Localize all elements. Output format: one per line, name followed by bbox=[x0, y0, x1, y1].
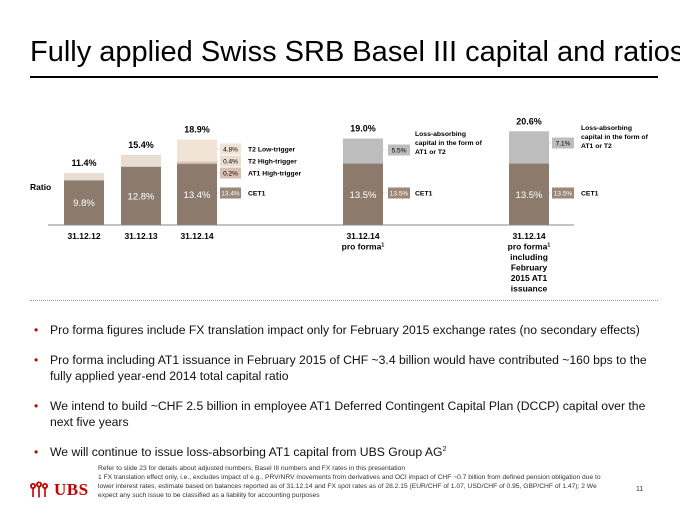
x-tick-label-line: 2015 AT1 bbox=[511, 273, 548, 283]
bar-loss-absorbing-capital bbox=[509, 131, 549, 164]
bullet-text: We intend to build ~CHF 2.5 billion in e… bbox=[50, 399, 646, 429]
total-label: 19.0% bbox=[350, 124, 376, 134]
legend-badge-cet1 bbox=[552, 187, 574, 199]
legend-label-line: AT1 or T2 bbox=[415, 149, 446, 156]
capital-ratio-chart: Ratio 9.8% 11.4% 12.8% 15.4% 13.4% 18.9% 13.5% 1… bbox=[30, 116, 649, 294]
bar-at1-high-trigger bbox=[177, 163, 217, 165]
y-axis-label: Ratio bbox=[30, 182, 51, 192]
bar-cet1 bbox=[177, 164, 217, 225]
bar-additional-capital bbox=[64, 173, 104, 181]
x-tick-label: 31.12.14 bbox=[346, 231, 379, 241]
bullet-dot-icon: • bbox=[34, 445, 39, 459]
ubs-logo: UBS bbox=[28, 480, 89, 500]
legend-label-line: Loss-absorbing bbox=[581, 125, 632, 132]
legend-badge-value: 13.4% bbox=[221, 191, 240, 198]
legend-label: CET1 bbox=[248, 191, 266, 198]
bullet-item: • We intend to build ~CHF 2.5 billion in… bbox=[34, 398, 664, 430]
x-tick-footnote-ref: 1 bbox=[381, 243, 384, 249]
legend-badge-value: 13.5% bbox=[554, 191, 573, 198]
data-label: 12.8% bbox=[128, 191, 155, 202]
bar-cet1 bbox=[509, 163, 549, 225]
bullet-footnote-ref: 2 bbox=[442, 443, 447, 453]
total-label: 11.4% bbox=[71, 158, 96, 168]
bar-t2-low-trigger bbox=[177, 139, 217, 162]
bullet-dot-icon: • bbox=[34, 399, 39, 413]
x-tick-label-line: February bbox=[511, 263, 548, 273]
x-tick-label: 31.12.12 bbox=[67, 231, 100, 241]
bar-loss-absorbing-capital bbox=[343, 138, 383, 164]
x-tick-label: 31.12.14 bbox=[180, 231, 213, 241]
legend-label: CET1 bbox=[581, 191, 599, 198]
section-divider bbox=[30, 300, 658, 301]
bar-t2-high-trigger bbox=[177, 161, 217, 164]
total-label: 18.9% bbox=[184, 124, 210, 134]
x-tick-label-line: issuance bbox=[511, 284, 548, 294]
legend-label: T2 High-trigger bbox=[248, 159, 297, 166]
legend-badge-cet1 bbox=[388, 187, 410, 199]
ubs-logo-text: UBS bbox=[54, 480, 89, 499]
legend-badge-value: 0.2% bbox=[223, 171, 238, 178]
x-tick-label: 31.12.13 bbox=[124, 231, 157, 241]
bullet-text: Pro forma figures include FX translation… bbox=[50, 323, 640, 337]
legend-badge-cet1 bbox=[220, 187, 241, 199]
legend-badge-value: 7.1% bbox=[556, 141, 571, 148]
bullet-item: • Pro forma figures include FX translati… bbox=[34, 322, 664, 338]
legend-label: AT1 High-trigger bbox=[248, 171, 301, 178]
legend-label-line: capital in the form of bbox=[415, 140, 483, 147]
x-tick-label: 31.12.14 bbox=[512, 231, 545, 241]
footnote-line: 1 FX translation effect only, i.e., excl… bbox=[98, 474, 601, 499]
bullet-text: We will continue to issue loss-absorbing… bbox=[50, 445, 443, 459]
bar-cet1 bbox=[64, 180, 104, 225]
bar-cet1 bbox=[343, 163, 383, 225]
bullet-dot-icon: • bbox=[34, 353, 39, 367]
ubs-keys-icon bbox=[30, 481, 48, 498]
total-label: 20.6% bbox=[516, 116, 542, 126]
bullet-item: • We will continue to issue loss-absorbi… bbox=[34, 444, 664, 460]
footnote-line: Refer to slide 23 for details about adju… bbox=[98, 465, 406, 472]
x-tick-label-line: including bbox=[510, 252, 548, 262]
x-tick-label-line: pro forma1 bbox=[342, 242, 385, 252]
legend-badge-t2-low-trigger bbox=[220, 143, 241, 155]
legend-label: CET1 bbox=[415, 191, 433, 198]
page-number: 11 bbox=[636, 486, 644, 493]
x-tick-footnote-ref: 1 bbox=[547, 243, 550, 249]
total-label: 15.4% bbox=[128, 140, 154, 150]
bullet-dot-icon: • bbox=[34, 323, 39, 337]
legend-label-line: capital in the form of bbox=[581, 134, 649, 141]
data-label: 9.8% bbox=[73, 198, 95, 209]
bar-cet1 bbox=[121, 166, 161, 225]
legend-label-line: Loss-absorbing bbox=[415, 131, 466, 138]
bullet-text: Pro forma including AT1 issuance in Febr… bbox=[50, 353, 647, 383]
data-label: 13.5% bbox=[350, 190, 377, 201]
legend-badge-value: 13.5% bbox=[390, 191, 409, 198]
legend-label-line: AT1 or T2 bbox=[581, 143, 612, 150]
legend-badge-value: 5.5% bbox=[392, 148, 407, 155]
legend-badge-loss-absorbing bbox=[388, 144, 410, 156]
data-label: 13.5% bbox=[516, 190, 543, 201]
legend-badge-t2-high-trigger bbox=[220, 155, 241, 167]
data-label: 13.4% bbox=[184, 190, 211, 201]
legend-label: T2 Low-trigger bbox=[248, 147, 296, 154]
legend-badge-at1-high-trigger bbox=[220, 167, 241, 179]
footnotes: Refer to slide 23 for details about adju… bbox=[98, 464, 618, 500]
bullet-item: • Pro forma including AT1 issuance in Fe… bbox=[34, 352, 664, 384]
legend-badge-value: 0.4% bbox=[223, 159, 238, 166]
x-tick-label-line: pro forma1 bbox=[508, 242, 551, 252]
bullet-list: • Pro forma figures include FX translati… bbox=[34, 322, 664, 474]
bar-additional-capital bbox=[121, 154, 161, 167]
page-title: Fully applied Swiss SRB Basel III capita… bbox=[30, 36, 680, 68]
legend-badge-value: 4.8% bbox=[223, 147, 238, 154]
legend-badge-loss-absorbing bbox=[552, 137, 574, 149]
title-rule bbox=[30, 76, 658, 78]
